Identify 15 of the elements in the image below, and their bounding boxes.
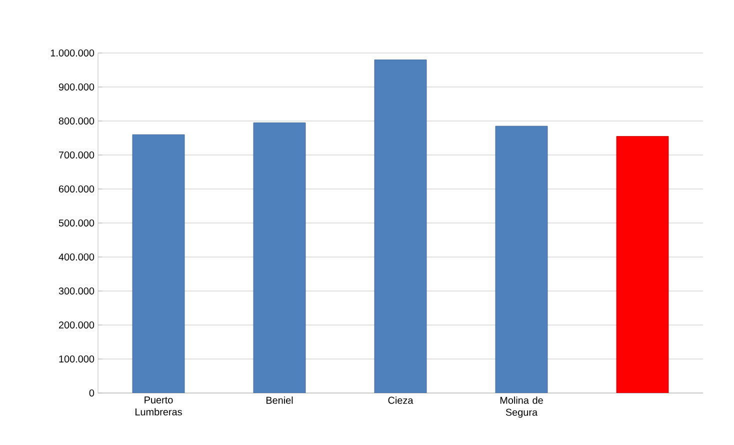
y-tick-label: 600.000 [58, 185, 94, 193]
y-tick-label: 100.000 [59, 355, 94, 363]
y-tick-label: 300.000 [58, 287, 94, 295]
y-tick-label: 500.000 [58, 219, 94, 227]
y-tick-label: 400.000 [58, 253, 94, 261]
y-tick-label: 700.000 [58, 151, 94, 159]
y-tick-label: 900.000 [58, 83, 94, 91]
x-tick-label: Beniel [266, 396, 293, 404]
x-tick-label: Cieza [388, 396, 414, 404]
y-tick-label: 1.000.000 [50, 49, 94, 57]
y-tick-label: 200.000 [58, 321, 94, 329]
y-tick-label: 0 [89, 389, 94, 397]
x-tick-label: Puerto Lumbreras [136, 396, 182, 416]
x-tick-label: Molina de Segura [500, 396, 543, 418]
y-tick-label: 800.000 [58, 117, 94, 125]
